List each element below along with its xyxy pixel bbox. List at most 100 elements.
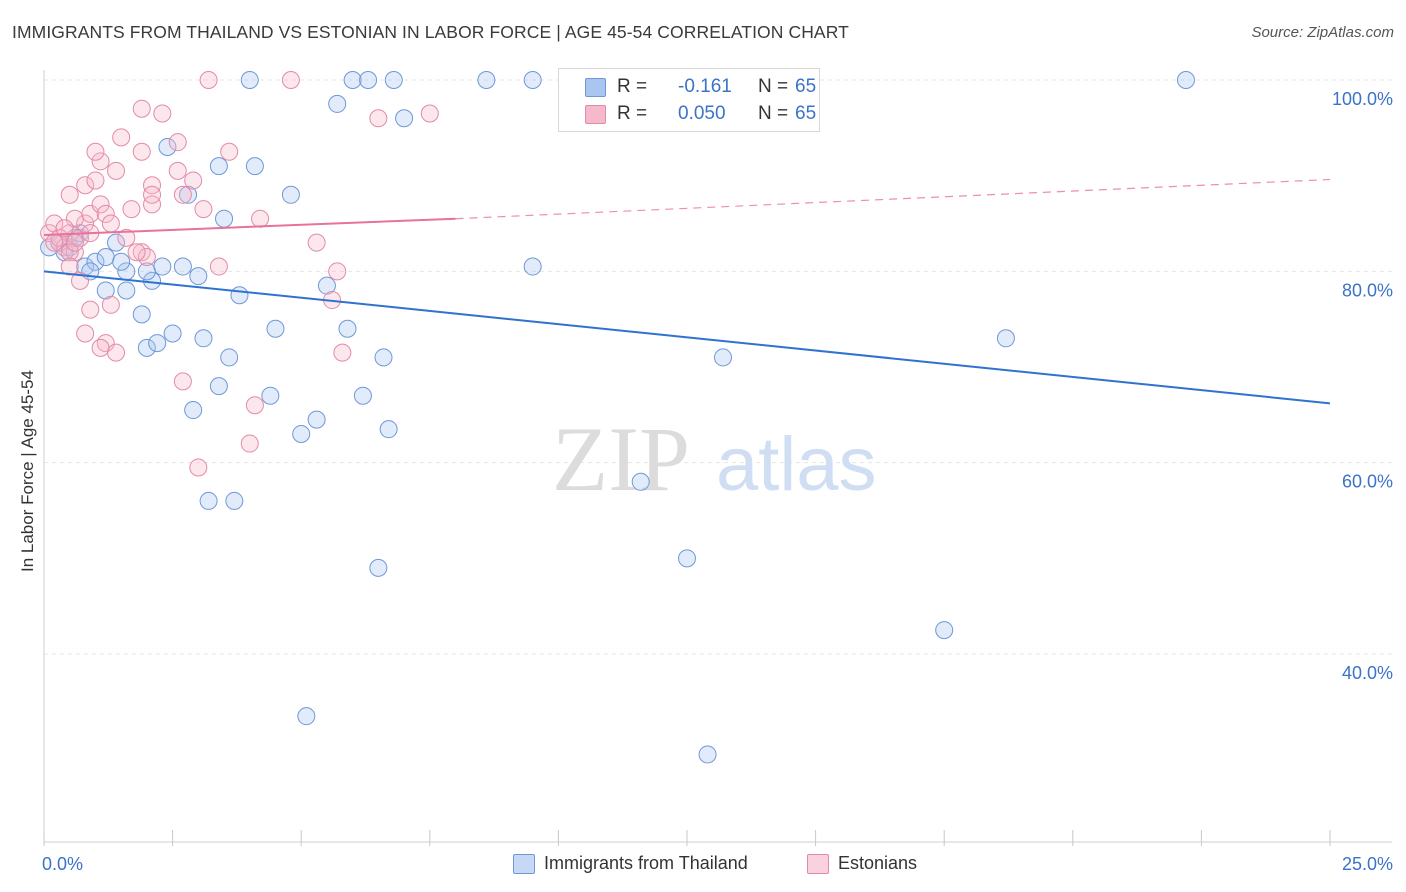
estonians-point (60, 257, 79, 276)
thailand-point (148, 334, 167, 353)
estonians-point (420, 104, 439, 123)
estonians-point (240, 434, 259, 453)
thailand-point (96, 281, 115, 300)
estonians-point (153, 104, 172, 123)
x-tick-label: 25.0% (1342, 854, 1393, 874)
thailand-point (132, 305, 151, 324)
thailand-point (225, 491, 244, 510)
thailand-point (384, 71, 403, 89)
tick-labels: 40.0% 60.0% 80.0% 100.0% 0.0% 25.0% (42, 89, 1393, 874)
estonians-point (96, 204, 115, 223)
axes-layer (43, 70, 1392, 846)
x-tick-label: 0.0% (42, 854, 83, 874)
estonians-point (173, 372, 192, 391)
estonians-point (76, 176, 95, 195)
estonians-point (91, 195, 110, 214)
thailand-point (117, 281, 136, 300)
estonians-point (76, 324, 95, 343)
y-tick-label: 60.0% (1342, 472, 1393, 492)
thailand-point (935, 621, 954, 640)
estonians-point (91, 152, 110, 171)
estonians-point (76, 214, 95, 233)
thailand-point (1176, 71, 1195, 89)
estonians-point (189, 458, 208, 477)
thailand-point (369, 558, 388, 577)
estonians-point (65, 233, 84, 252)
thailand-point (96, 247, 115, 266)
stats-r-value: 0.050 (678, 103, 726, 124)
thailand-point (297, 707, 316, 726)
thailand-point (189, 267, 208, 286)
source-credit: Source: ZipAtlas.com (1251, 24, 1394, 41)
stats-r-label: R = (617, 76, 648, 97)
y-tick-label: 100.0% (1332, 89, 1393, 109)
thailand-point (477, 71, 496, 89)
thailand-point (194, 329, 213, 348)
thailand-point (281, 185, 300, 204)
stats-swatch-thailand (585, 78, 606, 97)
thailand-point (199, 491, 218, 510)
estonians-point (281, 71, 300, 89)
thailand-point (173, 257, 192, 276)
estonians-point (81, 300, 100, 319)
thailand-point (353, 386, 372, 405)
estonians-point (369, 109, 388, 128)
estonians-point (86, 142, 105, 161)
estonians-point (60, 185, 79, 204)
thailand-point (523, 257, 542, 276)
trend-line-estonians-extension (455, 178, 1331, 220)
watermark-atlas: atlas (716, 422, 877, 507)
thailand-point (163, 324, 182, 343)
y-axis-label: In Labor Force | Age 45-54 (18, 370, 37, 572)
estonians-point (45, 233, 64, 252)
estonians-point (107, 161, 126, 180)
estonians-point (184, 171, 203, 190)
thailand-point (714, 348, 733, 367)
stats-n-value: 65 (795, 103, 817, 124)
estonians-point (71, 271, 90, 290)
stats-n-label: N = (758, 103, 789, 124)
thailand-point (209, 157, 228, 176)
estonians-point (143, 195, 162, 214)
estonians-point (194, 200, 213, 219)
estonians-point (112, 128, 131, 147)
estonians-point (333, 343, 352, 362)
watermark-zip: ZIP (552, 408, 690, 510)
estonians-point (168, 161, 187, 180)
estonians-point (307, 233, 326, 252)
estonians-point (45, 214, 64, 233)
estonians-point (137, 247, 156, 266)
estonians-point (55, 219, 74, 238)
estonians-point (143, 176, 162, 195)
thailand-point (137, 338, 156, 357)
estonians-point (132, 142, 151, 161)
thailand-point (631, 472, 650, 491)
thailand-point (261, 386, 280, 405)
y-tick-label: 80.0% (1342, 280, 1393, 300)
legend-label: Estonians (838, 853, 918, 873)
estonians-point (107, 343, 126, 362)
y-tick-label: 40.0% (1342, 663, 1393, 683)
thailand-point (112, 252, 131, 271)
estonians-point (127, 243, 146, 262)
estonians-point (101, 295, 120, 314)
trend-line-estonians (43, 217, 456, 236)
grid-layer (44, 79, 1392, 655)
thailand-point (215, 209, 234, 228)
thailand-point (678, 549, 696, 568)
trend-layer (43, 178, 1331, 405)
thailand-point (240, 71, 259, 89)
estonians-point (245, 396, 264, 415)
stats-box: R = -0.161 N = 65 R = 0.050 N = 65 (558, 68, 820, 132)
stats-r-label: R = (617, 103, 648, 124)
thailand-point (245, 157, 264, 176)
stats-n-label: N = (758, 76, 789, 97)
estonians-point (251, 209, 270, 228)
legend-swatch-estonians (807, 854, 829, 874)
estonians-point (91, 338, 110, 357)
thailand-point (179, 185, 198, 204)
thailand-point (523, 71, 542, 89)
thailand-point (374, 348, 393, 367)
thailand-point (328, 94, 347, 113)
estonians-point (117, 228, 136, 247)
